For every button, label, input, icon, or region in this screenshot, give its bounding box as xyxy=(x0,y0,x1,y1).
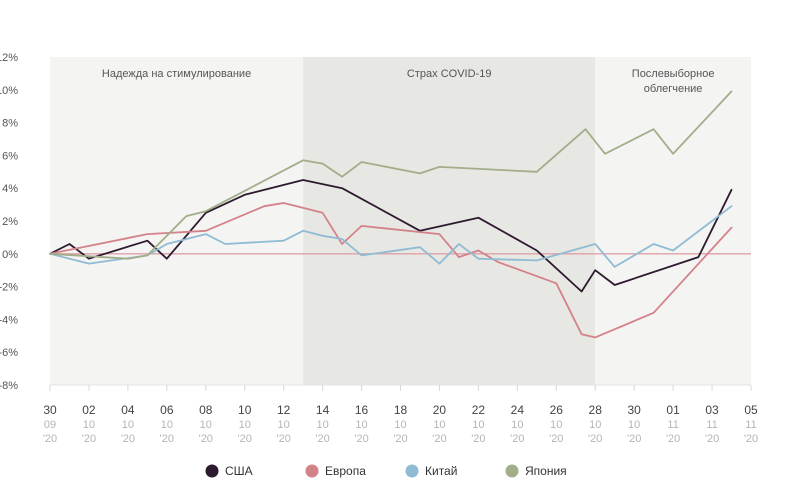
x-tick-day: 20 xyxy=(433,403,447,417)
x-tick-day: 10 xyxy=(238,403,252,417)
x-tick-month: 10 xyxy=(433,419,445,431)
y-tick-label: 4% xyxy=(2,183,18,195)
region-label: Страх COVID-19 xyxy=(407,68,492,80)
x-tick-month: 10 xyxy=(278,419,290,431)
x-tick-year: '20 xyxy=(549,433,563,445)
x-tick-day: 30 xyxy=(627,403,641,417)
x-tick-day: 26 xyxy=(550,403,564,417)
x-tick-month: 10 xyxy=(628,419,640,431)
x-tick-year: '20 xyxy=(43,433,57,445)
x-tick-month: 10 xyxy=(550,419,562,431)
x-tick-day: 05 xyxy=(744,403,758,417)
x-tick-month: 10 xyxy=(316,419,328,431)
x-tick-month: 10 xyxy=(394,419,406,431)
x-tick-day: 06 xyxy=(160,403,174,417)
regions-layer xyxy=(50,57,751,385)
legend: США Европа Китай Япония xyxy=(205,464,567,478)
y-tick-label: 10% xyxy=(0,85,18,97)
x-tick-day: 02 xyxy=(82,403,96,417)
series-line xyxy=(49,205,733,268)
x-tick-month: 09 xyxy=(44,419,56,431)
x-tick-day: 01 xyxy=(666,403,680,417)
series-line xyxy=(49,90,733,260)
region-band xyxy=(50,57,304,385)
region-band xyxy=(303,57,596,385)
x-tick-year: '20 xyxy=(82,433,96,445)
x-tick-day: 04 xyxy=(121,403,135,417)
x-tick-year: '20 xyxy=(354,433,368,445)
x-tick-day: 08 xyxy=(199,403,213,417)
legend-label: Китай xyxy=(425,464,457,478)
x-tick-year: '20 xyxy=(276,433,290,445)
legend-label: США xyxy=(225,464,253,478)
x-tick-month: 11 xyxy=(745,419,756,431)
series-line xyxy=(49,202,733,339)
x-tick-day: 24 xyxy=(511,403,525,417)
y-tick-label: -6% xyxy=(0,347,18,359)
x-tick-year: '20 xyxy=(121,433,135,445)
x-tick-day: 18 xyxy=(394,403,408,417)
x-tick-month: 10 xyxy=(355,419,367,431)
x-tick-year: '20 xyxy=(588,433,602,445)
y-tick-label: 0% xyxy=(2,249,18,261)
legend-marker xyxy=(305,464,319,478)
x-tick-month: 11 xyxy=(706,419,717,431)
x-tick-year: '20 xyxy=(160,433,174,445)
x-tick-day: 22 xyxy=(472,403,486,417)
x-tick-day: 30 xyxy=(43,403,57,417)
x-tick-day: 03 xyxy=(705,403,719,417)
y-tick-label: 8% xyxy=(2,118,18,130)
labels-layer: Надежда на стимулирование Страх COVID-19 П… xyxy=(0,52,758,445)
x-tick-year: '20 xyxy=(666,433,680,445)
x-tick-month: 10 xyxy=(511,419,523,431)
y-tick-label: -4% xyxy=(0,314,18,326)
x-tick-month: 10 xyxy=(589,419,601,431)
y-tick-label: 12% xyxy=(0,52,18,64)
x-tick-year: '20 xyxy=(238,433,252,445)
legend-marker xyxy=(405,464,419,478)
series-line xyxy=(49,179,733,293)
x-tick-year: '20 xyxy=(315,433,329,445)
x-tick-year: '20 xyxy=(510,433,524,445)
x-tick-month: 10 xyxy=(239,419,251,431)
legend-marker xyxy=(505,464,519,478)
x-tick-year: '20 xyxy=(627,433,641,445)
legend-label: Европа xyxy=(325,464,366,478)
x-tick-month: 10 xyxy=(161,419,173,431)
x-tick-month: 10 xyxy=(83,419,95,431)
x-tick-month: 11 xyxy=(667,419,678,431)
x-tick-day: 12 xyxy=(277,403,291,417)
legend-label: Япония xyxy=(525,464,567,478)
x-tick-year: '20 xyxy=(393,433,407,445)
y-tick-label: 2% xyxy=(2,216,18,228)
x-tick-month: 10 xyxy=(122,419,134,431)
x-tick-day: 14 xyxy=(316,403,330,417)
x-tick-year: '20 xyxy=(471,433,485,445)
legend-marker xyxy=(205,464,219,478)
x-tick-year: '20 xyxy=(432,433,446,445)
x-tick-month: 10 xyxy=(472,419,484,431)
series-layer xyxy=(49,90,733,339)
x-tick-month: 10 xyxy=(200,419,212,431)
y-tick-label: 6% xyxy=(2,150,18,162)
grid-layer xyxy=(49,253,752,391)
x-tick-day: 16 xyxy=(355,403,369,417)
x-tick-year: '20 xyxy=(199,433,213,445)
x-tick-year: '20 xyxy=(744,433,758,445)
region-band xyxy=(595,57,751,385)
y-tick-label: -2% xyxy=(0,282,18,294)
x-tick-year: '20 xyxy=(705,433,719,445)
x-tick-day: 28 xyxy=(589,403,603,417)
region-label: Послевыборное облегчение xyxy=(632,68,715,95)
y-tick-label: -8% xyxy=(0,380,18,392)
region-label: Надежда на стимулирование xyxy=(102,68,251,80)
